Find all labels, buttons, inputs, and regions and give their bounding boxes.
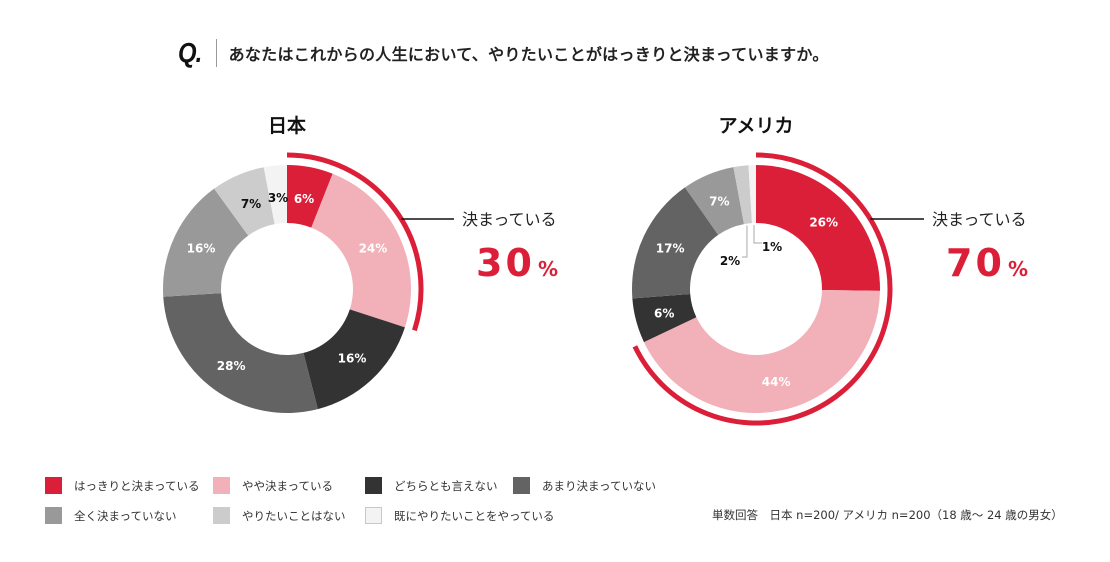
legend-swatch <box>213 477 230 494</box>
slice-label: 3% <box>268 191 288 205</box>
donut-slice <box>214 167 275 236</box>
slice-label: 1% <box>762 240 782 254</box>
slice-label: 17% <box>656 241 685 255</box>
donut-slice <box>643 290 880 414</box>
legend-item: どちらとも言えない <box>365 477 498 494</box>
legend-item: はっきりと決まっている <box>45 477 199 494</box>
question-mark: Q. <box>178 37 202 68</box>
donut-slice <box>163 293 318 413</box>
legend-swatch <box>45 477 62 494</box>
donut-slice <box>684 167 744 235</box>
slice-label: 24% <box>359 242 388 256</box>
legend-swatch <box>45 507 62 524</box>
leader-line <box>742 225 748 258</box>
donut-slice <box>303 309 405 410</box>
leader-line <box>753 225 762 244</box>
slice-label: 44% <box>762 375 791 389</box>
donut-japan: 日本 6% 24% 16% 28% 16% 7% 3% 決まっている 30% <box>163 114 558 413</box>
donut-slice <box>748 165 756 224</box>
callout-value: 70 <box>946 241 1005 285</box>
legend-label: あまり決まっていない <box>542 478 656 493</box>
legend-swatch <box>365 507 382 524</box>
legend-item: 全く決まっていない <box>45 507 176 524</box>
legend-label: やりたいことはない <box>242 508 346 523</box>
legend-swatch <box>365 477 382 494</box>
highlight-arc <box>632 152 893 426</box>
donut-slice <box>163 188 249 297</box>
highlight-arc <box>286 152 424 332</box>
legend-item: やや決まっている <box>213 477 333 494</box>
callout-value: 30 <box>476 241 535 285</box>
sample-note: 単数回答 日本 n=200/ アメリカ n=200（18 歳～ 24 歳の男女） <box>712 508 1063 522</box>
donut-slice <box>287 165 333 228</box>
slice-label: 6% <box>294 192 314 206</box>
question-header: Q. あなたはこれからの人生において、やりたいことがはっきりと決まっていますか。 <box>178 36 829 70</box>
question-divider <box>215 39 217 67</box>
legend-item: あまり決まっていない <box>513 477 656 494</box>
legend-swatch <box>513 477 530 494</box>
slice-label: 2% <box>720 254 740 268</box>
slice-label: 16% <box>338 351 367 365</box>
legend-label: 全く決まっていない <box>74 508 177 523</box>
callout-label: 決まっている <box>462 210 557 229</box>
donut-slice <box>733 165 752 225</box>
slice-label: 16% <box>187 242 216 256</box>
donut-slice <box>756 165 880 291</box>
donut-slice <box>311 173 411 328</box>
donut-slice <box>263 165 287 225</box>
donut-slice <box>632 294 697 343</box>
chart-title: 日本 <box>268 114 306 137</box>
legend-label: やや決まっている <box>242 478 333 493</box>
callout-unit: % <box>1008 257 1028 281</box>
donut-slice <box>631 187 719 299</box>
callout-unit: % <box>538 257 558 281</box>
chart-title: アメリカ <box>718 115 793 137</box>
legend-item: 既にやりたいことをやっている <box>365 507 554 524</box>
legend-item: やりたいことはない <box>213 507 346 524</box>
slice-label: 6% <box>654 306 674 320</box>
slice-label: 26% <box>809 215 838 229</box>
slice-label: 7% <box>241 197 261 211</box>
legend-swatch <box>213 507 230 524</box>
callout-label: 決まっている <box>932 210 1027 229</box>
legend-label: はっきりと決まっている <box>74 478 200 493</box>
legend-label: どちらとも言えない <box>394 478 498 493</box>
slice-label: 28% <box>217 359 246 373</box>
question-text: あなたはこれからの人生において、やりたいことがはっきりと決まっていますか。 <box>228 45 829 64</box>
slice-label: 7% <box>709 194 729 208</box>
legend-label: 既にやりたいことをやっている <box>394 508 555 523</box>
donut-usa: アメリカ 26% 44% 6% 17% 7% 2% 1% 決まっている 70% <box>631 115 1028 426</box>
